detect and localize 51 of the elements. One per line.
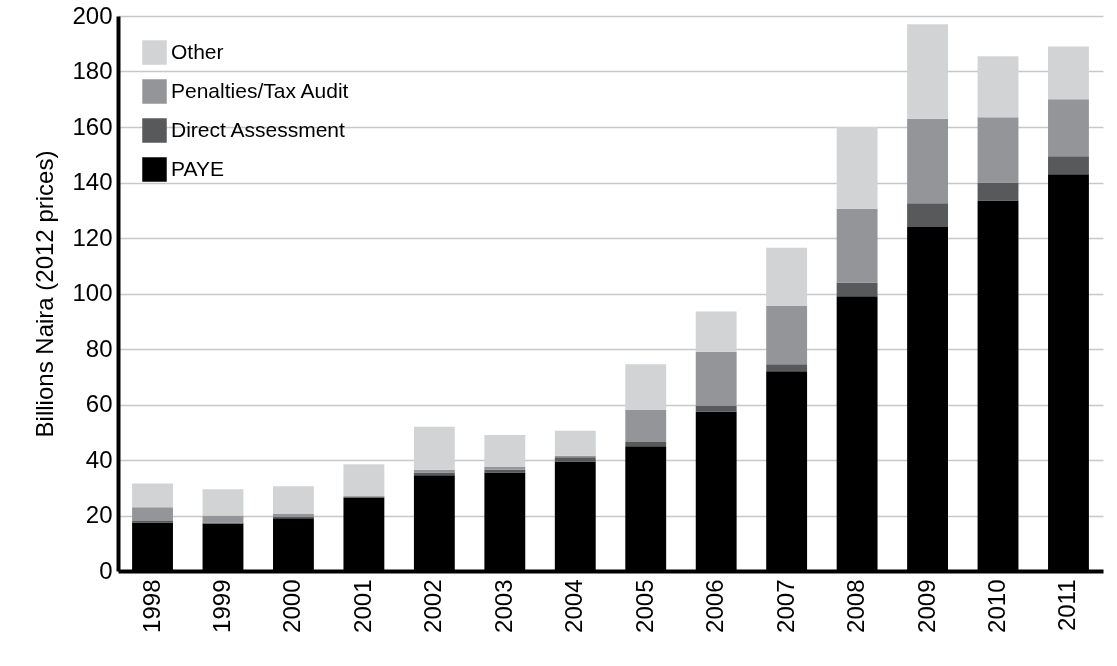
y-tick-label: 200 bbox=[72, 1, 113, 29]
x-tick-label: 2003 bbox=[489, 579, 517, 633]
y-tick-label: 160 bbox=[72, 112, 113, 140]
bar bbox=[132, 483, 173, 508]
legend-label: Other bbox=[171, 39, 224, 63]
y-tick-label: 180 bbox=[72, 57, 113, 84]
bar bbox=[1048, 156, 1089, 175]
y-axis-title: Billions Naira (2012 prices) bbox=[31, 150, 59, 438]
x-tick-label: 2005 bbox=[630, 579, 658, 633]
x-tick-label: 2011 bbox=[1053, 579, 1081, 632]
legend-label: PAYE bbox=[171, 156, 224, 180]
bar bbox=[907, 203, 948, 227]
bar bbox=[132, 507, 173, 522]
bar bbox=[766, 305, 808, 365]
bar bbox=[554, 457, 596, 462]
bar bbox=[695, 405, 737, 412]
bar bbox=[625, 441, 667, 447]
y-tick-label: 120 bbox=[72, 223, 113, 251]
bar bbox=[554, 430, 596, 456]
x-tick-label: 2001 bbox=[348, 579, 376, 633]
bar bbox=[907, 118, 948, 204]
x-tick-label: 1999 bbox=[207, 579, 235, 633]
x-tick-label: 2002 bbox=[419, 579, 447, 633]
bar bbox=[202, 489, 244, 516]
bar bbox=[836, 208, 878, 283]
y-tick-label: 100 bbox=[72, 279, 113, 306]
x-tick-label: 2006 bbox=[701, 579, 729, 633]
bar bbox=[836, 282, 878, 297]
x-tick-label: 2008 bbox=[842, 579, 870, 633]
x-tick-label: 2000 bbox=[278, 579, 306, 633]
x-tick-label: 2009 bbox=[912, 579, 940, 633]
x-tick-label: 2010 bbox=[983, 579, 1011, 633]
bar bbox=[273, 486, 314, 515]
y-tick-label: 60 bbox=[85, 390, 113, 417]
y-tick-label: 80 bbox=[85, 334, 113, 362]
bar bbox=[695, 351, 737, 406]
y-tick-label: 140 bbox=[72, 168, 113, 195]
bar bbox=[977, 182, 1019, 201]
x-tick-label: 2004 bbox=[560, 579, 588, 633]
legend-label: Direct Assessment bbox=[171, 117, 346, 141]
x-tick-label: 1998 bbox=[137, 579, 165, 633]
x-tick-label: 2007 bbox=[771, 579, 799, 633]
bar bbox=[1048, 99, 1089, 157]
bar bbox=[625, 410, 667, 442]
y-tick-label: 0 bbox=[99, 556, 113, 584]
y-tick-label: 40 bbox=[85, 445, 113, 473]
bar bbox=[343, 464, 385, 497]
legend-label: Penalties/Tax Audit bbox=[171, 78, 349, 102]
bar bbox=[977, 117, 1019, 183]
bar bbox=[766, 364, 808, 372]
y-tick-label: 20 bbox=[85, 501, 113, 528]
